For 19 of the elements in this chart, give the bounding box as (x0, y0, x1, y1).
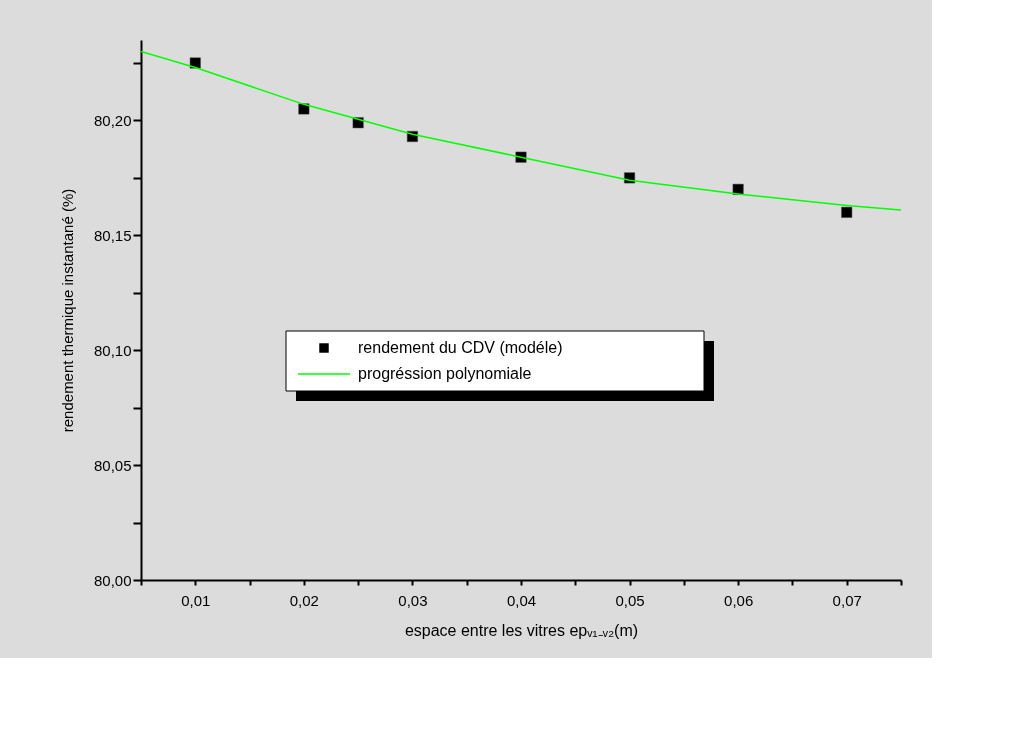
x-tick-label: 0,07 (832, 591, 862, 609)
point (189, 57, 201, 69)
x-tick-label: 0,01 (181, 591, 211, 609)
y-axis-title: rendement thermique instantané (%) (58, 188, 76, 433)
y-tick-label: 80,15 (93, 226, 132, 244)
x-tick-label: 0,03 (398, 591, 428, 609)
x-tick-label: 0,06 (724, 591, 754, 609)
y-tick-label: 80,20 (93, 111, 132, 129)
point (298, 103, 310, 115)
y-tick-label: 80,00 (93, 571, 132, 589)
y-tick-label: 80,05 (93, 456, 132, 474)
y-tick-label: 80,10 (93, 341, 132, 359)
x-axis-title: espace entre les vitres epᵥ₁₋ᵥ₂(m) (404, 621, 639, 639)
x-tick-label: 0,02 (289, 591, 319, 609)
x-tick-label: 0,05 (615, 591, 645, 609)
legend-label: progréssion polynomiale (358, 365, 532, 382)
x-tick-label: 0,04 (506, 591, 537, 609)
legend-label: rendement du CDV (modéle) (358, 339, 563, 356)
point (841, 206, 853, 218)
